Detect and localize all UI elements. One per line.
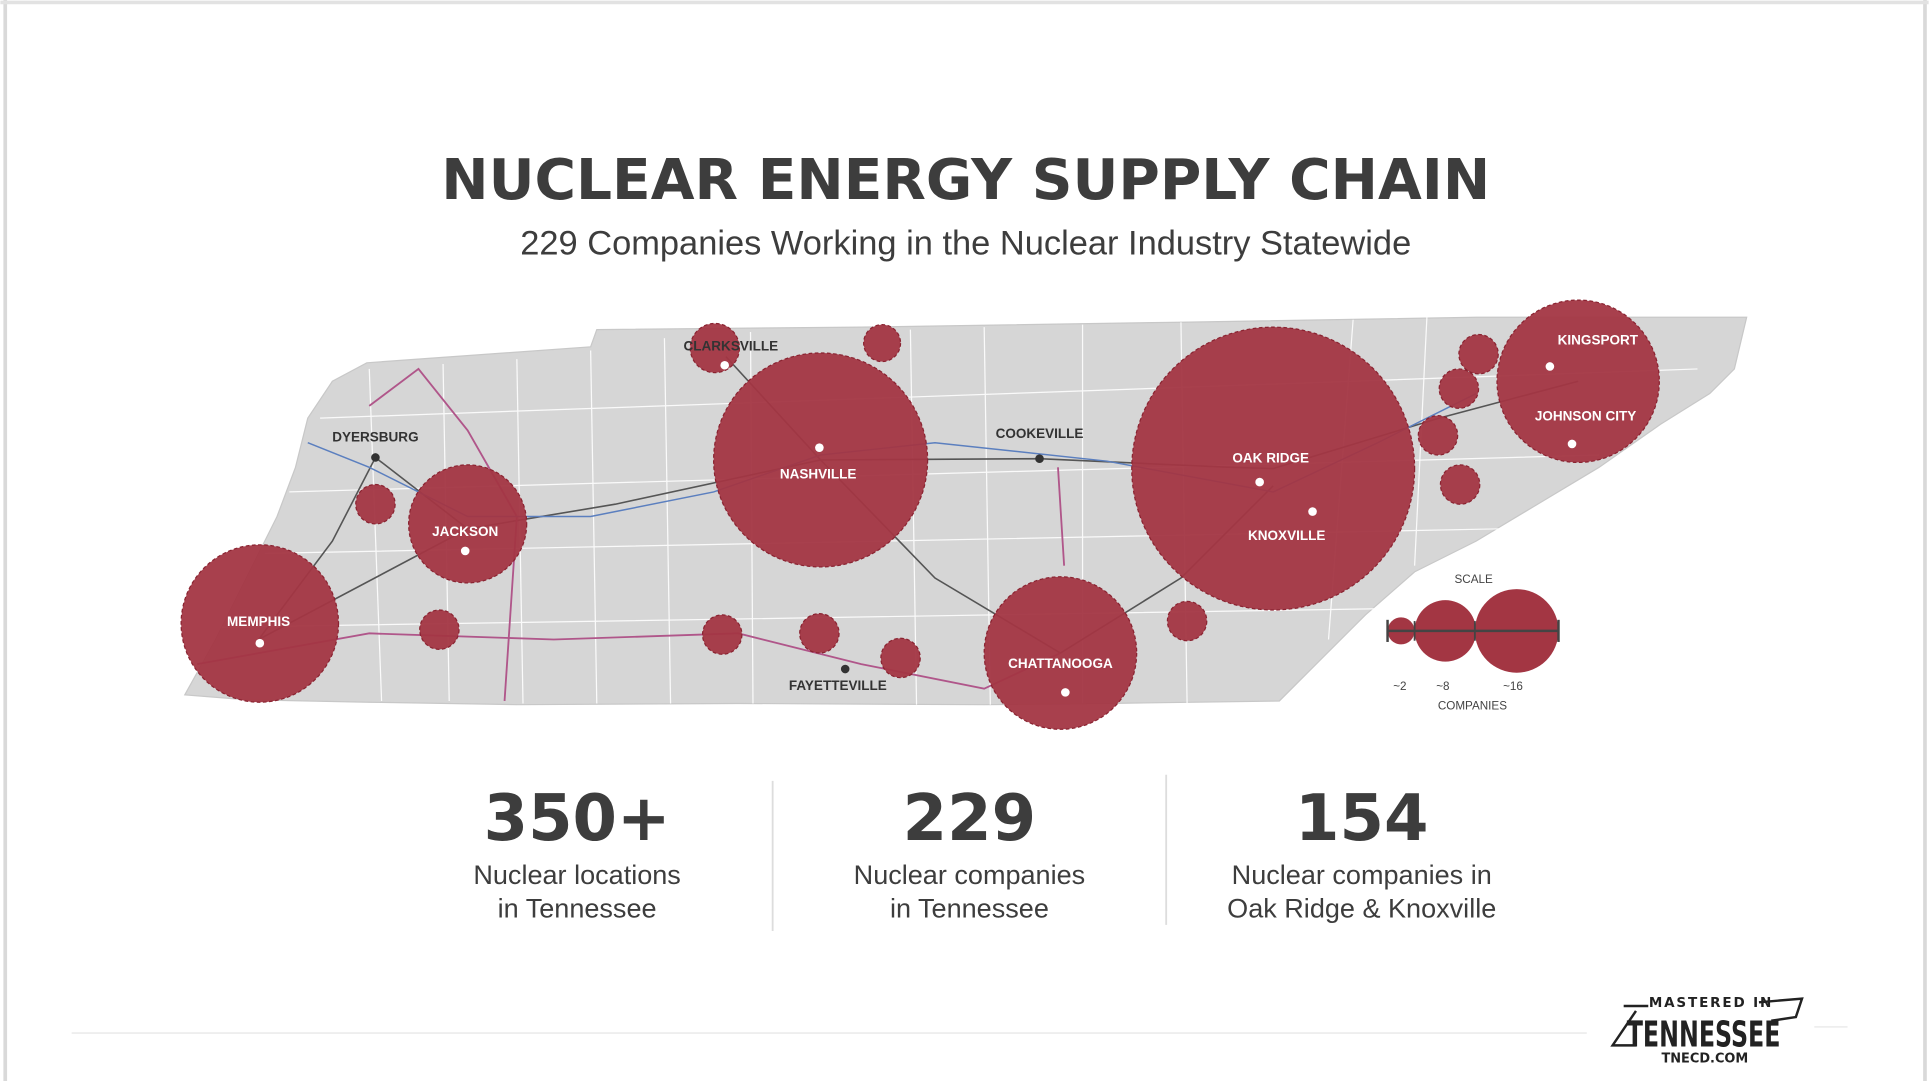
label-memphis: MEMPHIS	[227, 614, 290, 629]
label-knoxville: KNOXVILLE	[1248, 528, 1325, 543]
stat-locations-label: in Tennessee	[498, 893, 657, 923]
label-dyersburg: DYERSBURG	[332, 430, 418, 445]
logo-url: TNECD.COM	[1661, 1052, 1748, 1067]
city-dot	[1567, 439, 1577, 449]
scale-value-8: ~8	[1436, 680, 1449, 693]
bubble-small[interactable]	[1438, 368, 1480, 409]
bubble-chattanooga[interactable]	[983, 576, 1138, 730]
bubble-small[interactable]	[1166, 600, 1208, 642]
city-dot	[1255, 477, 1264, 487]
stat-locations-label: Nuclear locations	[473, 860, 680, 890]
page-title: NUCLEAR ENERGY SUPPLY CHAIN	[441, 147, 1490, 213]
scale-unit: COMPANIES	[1438, 700, 1507, 713]
bubble-small[interactable]	[1439, 464, 1481, 505]
label-cookeville: COOKEVILLE	[996, 426, 1084, 441]
city-markers	[255, 360, 1577, 697]
stat-companies-label: Nuclear companies	[854, 860, 1086, 890]
company-bubbles	[180, 299, 1660, 730]
city-dot	[460, 546, 470, 556]
logo-main-text: TENNESSEE	[1627, 1015, 1781, 1056]
city-dot	[1545, 362, 1555, 371]
city-dot	[840, 664, 850, 674]
city-dot	[371, 453, 380, 462]
bubble-small[interactable]	[799, 613, 840, 654]
bubble-nashville[interactable]	[713, 352, 929, 568]
bubble-small[interactable]	[880, 637, 921, 679]
label-chattanooga: CHATTANOOGA	[1008, 656, 1113, 671]
city-dot	[720, 360, 729, 370]
label-fayetteville: FAYETTEVILLE	[789, 678, 887, 693]
stat-locations-value: 350+	[484, 782, 671, 856]
stat-oakridge-label: Oak Ridge & Knoxville	[1227, 893, 1496, 923]
scale-title: SCALE	[1454, 573, 1492, 586]
label-kingsport: KINGSPORT	[1558, 332, 1639, 347]
scale-value-16: ~16	[1503, 680, 1523, 693]
label-nashville: NASHVILLE	[780, 466, 857, 481]
city-labels: MEMPHIS JACKSON DYERSBURG CLARKSVILLE NA…	[227, 332, 1639, 693]
logo-top-text: MASTERED IN	[1649, 995, 1773, 1011]
city-dot	[255, 638, 265, 648]
bubble-small[interactable]	[863, 324, 902, 363]
bubble-small[interactable]	[355, 483, 396, 525]
bubble-small[interactable]	[701, 614, 743, 655]
scale-value-2: ~2	[1393, 680, 1406, 693]
bubble-small[interactable]	[419, 609, 460, 650]
stat-oakridge-label: Nuclear companies in	[1232, 860, 1492, 890]
city-dot	[1035, 454, 1044, 464]
city-dot	[815, 443, 824, 452]
scale-legend: SCALE ~2 ~8 ~16 COMPANIES	[1386, 573, 1560, 713]
stat-companies-label: in Tennessee	[890, 893, 1049, 923]
label-oak-ridge: OAK RIDGE	[1232, 450, 1309, 465]
city-dot	[1308, 507, 1317, 516]
bubble-memphis[interactable]	[180, 544, 340, 703]
bubble-oak-ridge-knoxville[interactable]	[1131, 326, 1416, 611]
stat-oakridge-value: 154	[1295, 782, 1428, 856]
bubble-jackson[interactable]	[408, 464, 528, 584]
label-jackson: JACKSON	[432, 524, 498, 539]
mastered-in-tennessee-logo: MASTERED IN TENNESSEE TNECD.COM	[1610, 995, 1804, 1067]
stat-companies-value: 229	[903, 782, 1036, 856]
label-clarksville: CLARKSVILLE	[684, 338, 779, 353]
bubble-small[interactable]	[1417, 415, 1459, 456]
page-subtitle: 229 Companies Working in the Nuclear Ind…	[520, 225, 1411, 263]
bubble-clarksville[interactable]	[689, 322, 741, 374]
bubble-tri-cities[interactable]	[1496, 299, 1660, 464]
label-johnson-city: JOHNSON CITY	[1535, 409, 1636, 424]
city-dot	[1061, 688, 1070, 697]
stats: 350+ Nuclear locations in Tennessee 229 …	[473, 774, 1496, 931]
bubble-small[interactable]	[1458, 333, 1499, 375]
